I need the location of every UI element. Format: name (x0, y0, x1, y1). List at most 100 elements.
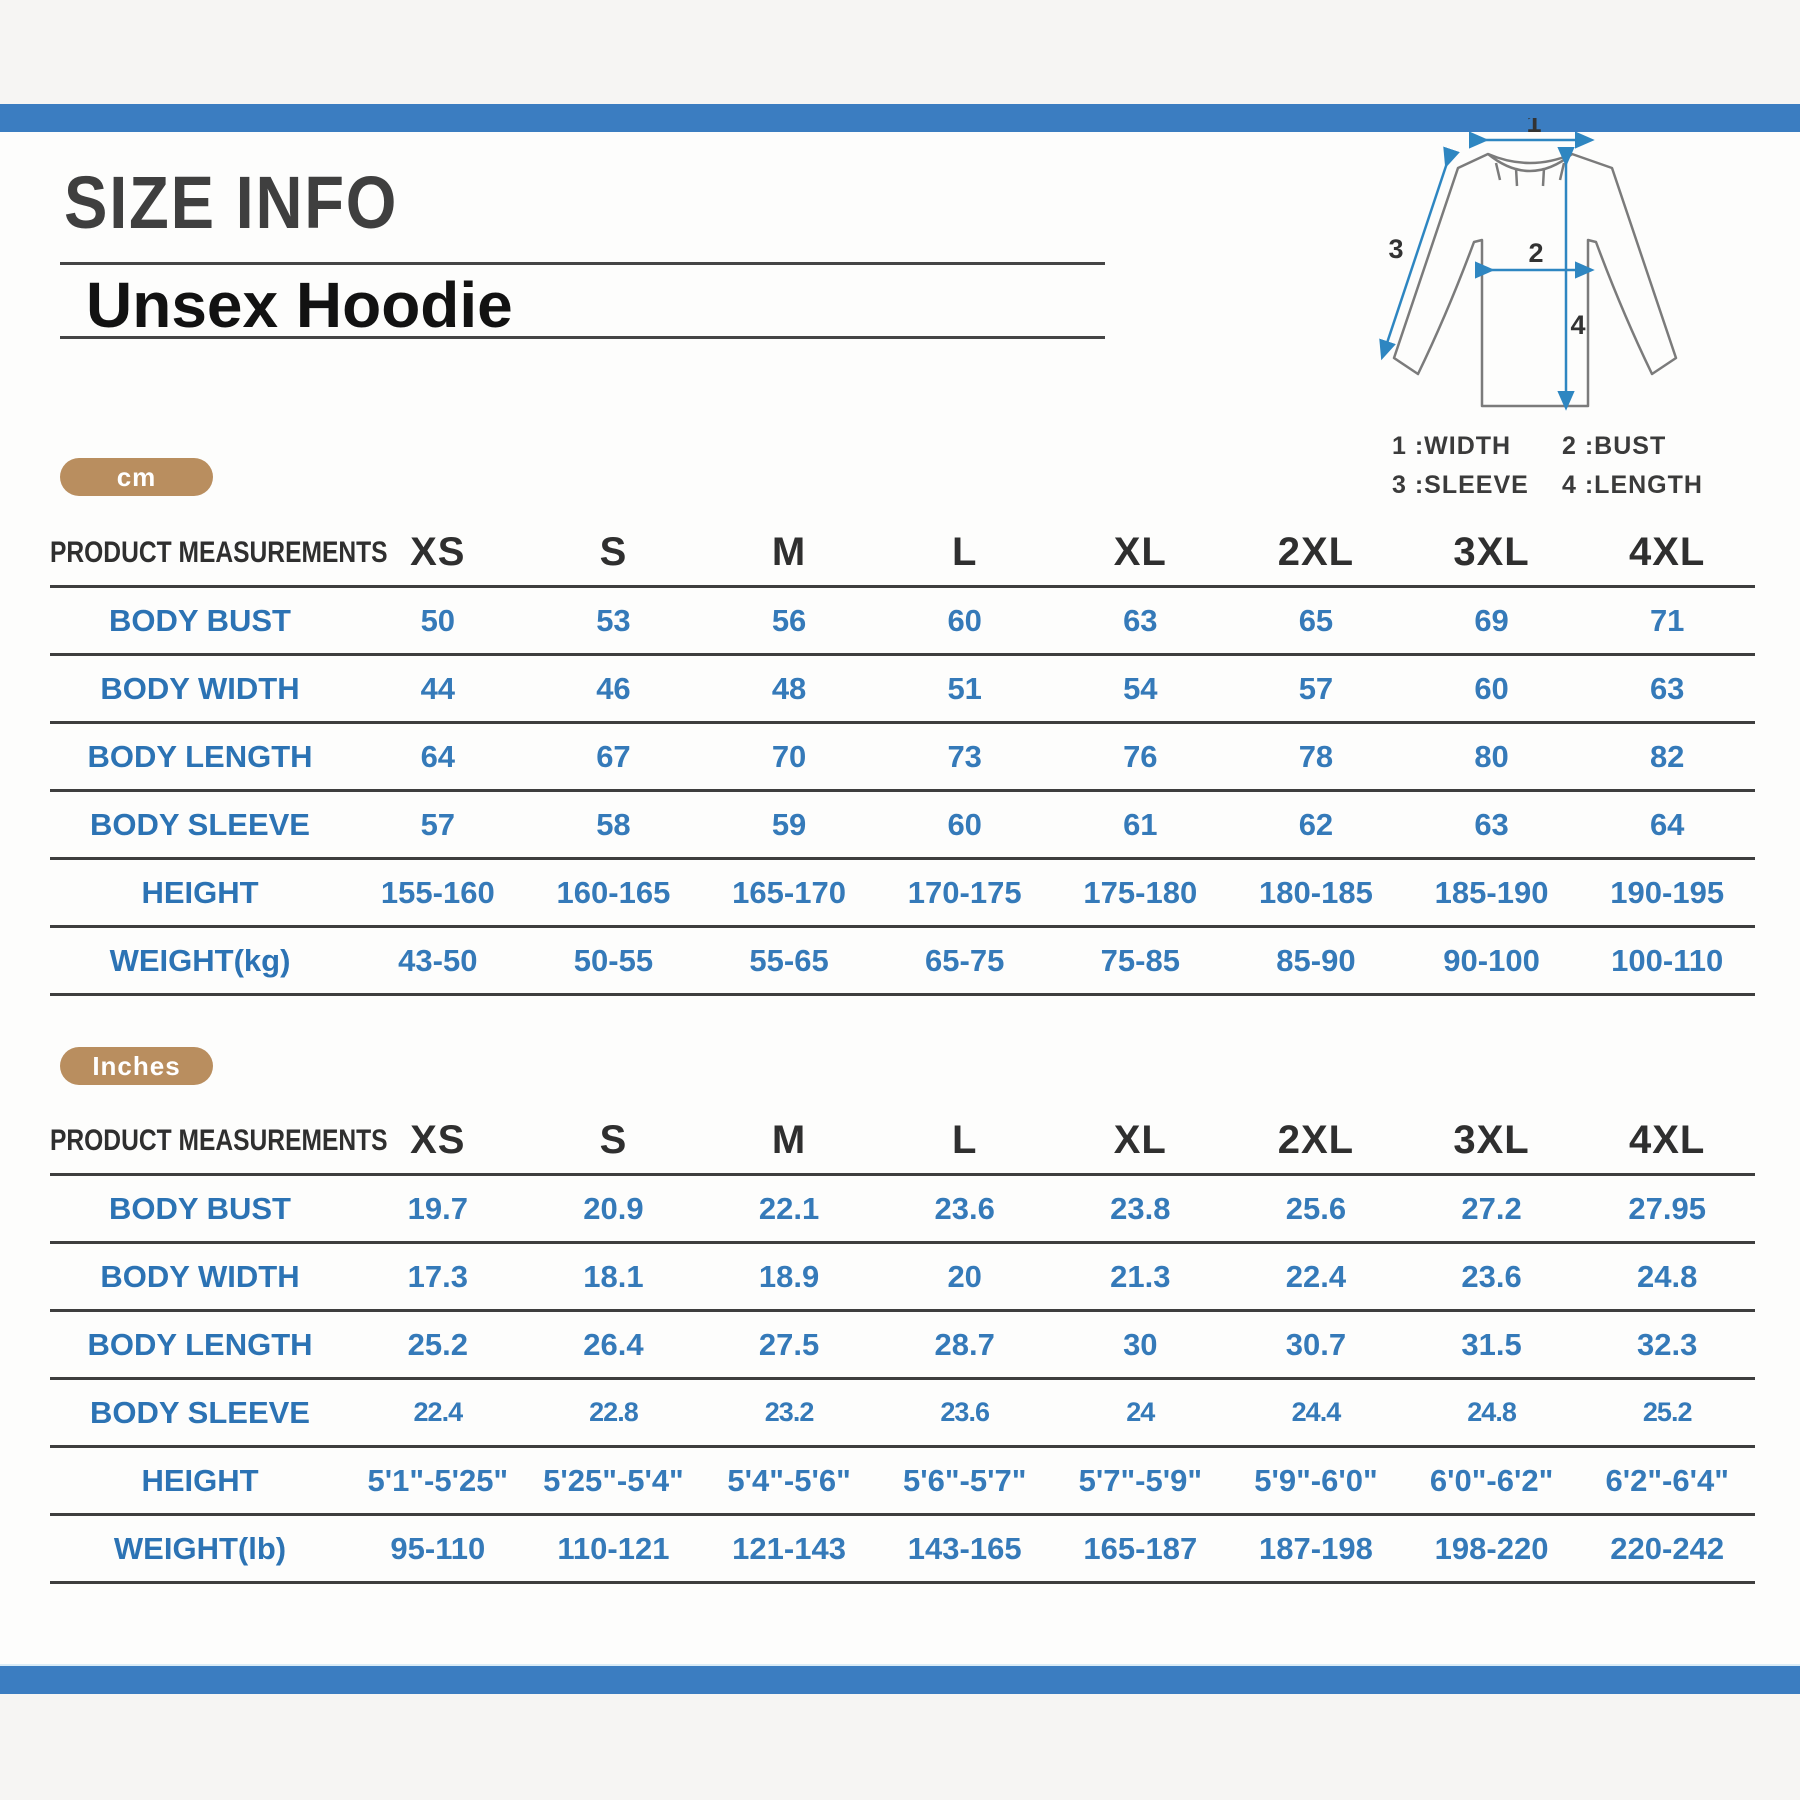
mark-sleeve: 3 (1388, 234, 1403, 264)
table-row: BODY WIDTH 44 46 48 51 54 57 60 63 (50, 654, 1755, 724)
product-name: Unsex Hoodie (86, 269, 513, 341)
measurement-value: 32.3 (1579, 1310, 1755, 1380)
measurement-value: 63 (1052, 586, 1229, 656)
measurement-value: 180-185 (1228, 858, 1404, 928)
measurement-value: 22.4 (350, 1378, 526, 1448)
measurement-value: 185-190 (1403, 858, 1580, 928)
measurement-value: 24.8 (1403, 1378, 1580, 1448)
table-row: BODY WIDTH 17.3 18.1 18.9 20 21.3 22.4 23.6 24.8 (50, 1242, 1755, 1312)
size-column-header: 4XL (1579, 1108, 1755, 1176)
measurement-value: 75-85 (1052, 926, 1229, 996)
table-row: BODY BUST 19.7 20.9 22.1 23.6 23.8 25.6 27.2 27.… (50, 1174, 1755, 1244)
legend-item-sleeve: 3 :SLEEVE (1392, 471, 1529, 499)
measurement-value: 50 (350, 586, 526, 656)
measurement-value: 60 (1403, 654, 1580, 724)
measurement-value: 95-110 (350, 1514, 526, 1584)
measurement-value: 5'9"-6'0" (1228, 1446, 1404, 1516)
measurement-value: 25.2 (1579, 1378, 1755, 1448)
measurement-value: 27.5 (701, 1310, 877, 1380)
measurement-value: 46 (525, 654, 702, 724)
measurement-value: 100-110 (1579, 926, 1755, 996)
measurement-legend: 1 :WIDTH 2 :BUST 3 :SLEEVE 4 :LENGTH (1392, 432, 1703, 500)
top-accent-bar (0, 104, 1800, 132)
measurement-value: 63 (1403, 790, 1580, 860)
table-row: WEIGHT(lb) 95-110 110-121 121-143 143-165 165… (50, 1514, 1755, 1584)
measurement-value: 26.4 (525, 1310, 702, 1380)
measurement-value: 51 (876, 654, 1053, 724)
measurement-value: 220-242 (1579, 1514, 1755, 1584)
measurement-value: 20 (876, 1242, 1053, 1312)
size-column-header: 3XL (1403, 520, 1580, 588)
measurement-value: 165-187 (1052, 1514, 1229, 1584)
bottom-accent-bar (0, 1666, 1800, 1694)
measurement-value: 50-55 (525, 926, 702, 996)
measurement-value: 71 (1579, 586, 1755, 656)
measurement-value: 69 (1403, 586, 1580, 656)
measurement-value: 5'6"-5'7" (876, 1446, 1053, 1516)
measurement-row-label: BODY LENGTH (50, 722, 350, 792)
size-column-header: M (701, 520, 877, 588)
measurement-row-label: BODY BUST (50, 586, 350, 656)
measurement-value: 17.3 (350, 1242, 526, 1312)
measurement-value: 22.1 (701, 1174, 877, 1244)
measurement-arrows (1379, 131, 1595, 411)
measurement-value: 110-121 (525, 1514, 702, 1584)
measurement-value: 5'4"-5'6" (701, 1446, 877, 1516)
measurement-value: 63 (1579, 654, 1755, 724)
measurements-column-header-label: PRODUCT MEASUREMENTS (50, 535, 388, 569)
measurements-column-header-label: PRODUCT MEASUREMENTS (50, 1123, 388, 1157)
measurement-value: 25.6 (1228, 1174, 1404, 1244)
measurement-value: 187-198 (1228, 1514, 1404, 1584)
measurement-value: 59 (701, 790, 877, 860)
measurement-value: 121-143 (701, 1514, 877, 1584)
measurement-row-label: HEIGHT (50, 1446, 350, 1516)
size-column-header: XS (350, 520, 526, 588)
measurement-value: 64 (1579, 790, 1755, 860)
divider-line (60, 262, 1105, 265)
measurement-row-label: WEIGHT(lb) (50, 1514, 350, 1584)
measurement-value: 23.8 (1052, 1174, 1229, 1244)
measurement-value: 60 (876, 790, 1053, 860)
measurements-column-header: PRODUCT MEASUREMENTS (50, 1108, 388, 1176)
table-row: BODY SLEEVE 22.4 22.8 23.2 23.6 24 24.4 24.8 25.… (50, 1378, 1755, 1448)
measurement-value: 22.8 (525, 1378, 702, 1448)
measurement-value: 82 (1579, 722, 1755, 792)
inches-size-table: PRODUCT MEASUREMENTS XS S M L XL 2XL 3XL 4XL BODY… (50, 1108, 1755, 1584)
measurement-value: 6'2"-6'4" (1579, 1446, 1755, 1516)
mark-length: 4 (1570, 310, 1585, 340)
measurement-row-label: BODY WIDTH (50, 1242, 350, 1312)
measurement-row-label: BODY SLEEVE (50, 790, 350, 860)
measurement-value: 170-175 (876, 858, 1053, 928)
measurement-value: 155-160 (350, 858, 526, 928)
size-column-header: L (876, 1108, 1053, 1176)
measurement-value: 21.3 (1052, 1242, 1229, 1312)
measurement-value: 22.4 (1228, 1242, 1404, 1312)
measurement-value: 73 (876, 722, 1053, 792)
measurement-value: 57 (350, 790, 526, 860)
size-column-header: 2XL (1228, 1108, 1404, 1176)
size-column-header: L (876, 520, 1053, 588)
measurement-value: 23.6 (876, 1378, 1053, 1448)
measurement-value: 143-165 (876, 1514, 1053, 1584)
measurement-row-label: BODY BUST (50, 1174, 350, 1244)
measurement-value: 76 (1052, 722, 1229, 792)
measurement-value: 18.1 (525, 1242, 702, 1312)
unit-badge-cm: cm (60, 458, 213, 496)
measurement-value: 30 (1052, 1310, 1229, 1380)
measurement-value: 165-170 (701, 858, 877, 928)
size-column-header: M (701, 1108, 877, 1176)
measurement-value: 24.4 (1228, 1378, 1404, 1448)
table-row: HEIGHT 155-160 160-165 165-170 170-175 175-18… (50, 858, 1755, 928)
measurement-value: 53 (525, 586, 702, 656)
measurement-value: 60 (876, 586, 1053, 656)
measurement-value: 85-90 (1228, 926, 1404, 996)
measurement-row-label: BODY LENGTH (50, 1310, 350, 1380)
measurement-value: 44 (350, 654, 526, 724)
measurement-row-label: BODY SLEEVE (50, 1378, 350, 1448)
table-row: BODY SLEEVE 57 58 59 60 61 62 63 64 (50, 790, 1755, 860)
mark-width: 1 (1526, 118, 1541, 138)
size-column-header: S (525, 520, 702, 588)
measurement-value: 28.7 (876, 1310, 1053, 1380)
measurement-value: 58 (525, 790, 702, 860)
measurement-value: 27.2 (1403, 1174, 1580, 1244)
